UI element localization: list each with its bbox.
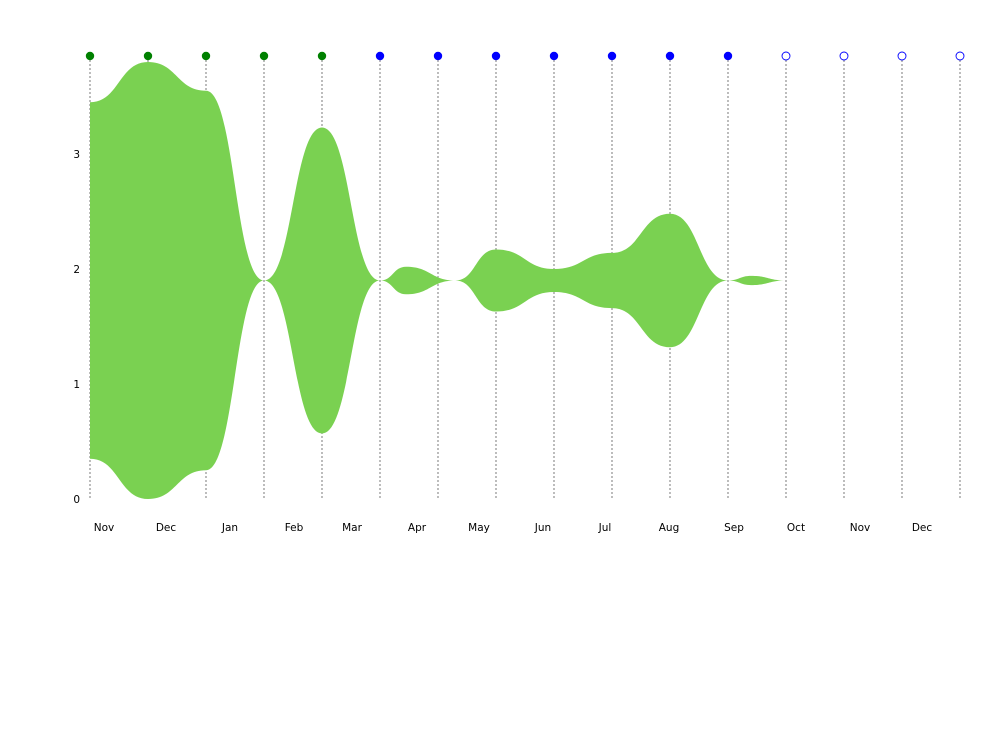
status-marker-1 — [143, 51, 153, 61]
x-tick-label-9: Aug — [659, 522, 680, 534]
x-tick-label-0: Nov — [94, 522, 115, 534]
x-tick-label-13: Dec — [912, 522, 933, 534]
x-tick-label-12: Nov — [850, 522, 871, 534]
status-marker-13 — [839, 51, 849, 61]
y-tick-label-3: 3 — [73, 149, 80, 161]
x-tick-label-8: Jul — [598, 522, 612, 534]
status-marker-4 — [317, 51, 327, 61]
status-marker-12 — [781, 51, 791, 61]
stream-area — [90, 62, 786, 499]
y-tick-label-0: 0 — [73, 494, 80, 506]
status-marker-3 — [259, 51, 269, 61]
x-tick-label-4: Mar — [342, 522, 362, 534]
status-marker-15 — [955, 51, 965, 61]
status-marker-8 — [549, 51, 559, 61]
x-tick-label-3: Feb — [285, 522, 304, 534]
x-tick-label-5: Apr — [408, 522, 427, 534]
status-marker-10 — [665, 51, 675, 61]
status-marker-0 — [85, 51, 95, 61]
y-axis: 0 1 2 3 — [73, 149, 80, 506]
status-marker-11 — [723, 51, 733, 61]
x-tick-label-11: Oct — [787, 522, 805, 534]
status-marker-6 — [433, 51, 443, 61]
x-tick-label-7: Jun — [534, 522, 551, 534]
status-marker-2 — [201, 51, 211, 61]
status-marker-9 — [607, 51, 617, 61]
area-layer — [90, 62, 786, 499]
x-tick-label-10: Sep — [724, 522, 744, 534]
y-tick-label-2: 2 — [73, 264, 80, 276]
marker-layer — [85, 51, 965, 61]
y-tick-label-1: 1 — [73, 379, 80, 391]
x-tick-label-6: May — [468, 522, 490, 534]
x-tick-label-2: Jan — [221, 522, 238, 534]
status-marker-14 — [897, 51, 907, 61]
x-tick-label-1: Dec — [156, 522, 177, 534]
x-axis: Nov Dec Jan Feb Mar Apr May Jun Jul Aug Sep Oct Nov D… — [94, 522, 933, 534]
status-marker-7 — [491, 51, 501, 61]
status-marker-5 — [375, 51, 385, 61]
